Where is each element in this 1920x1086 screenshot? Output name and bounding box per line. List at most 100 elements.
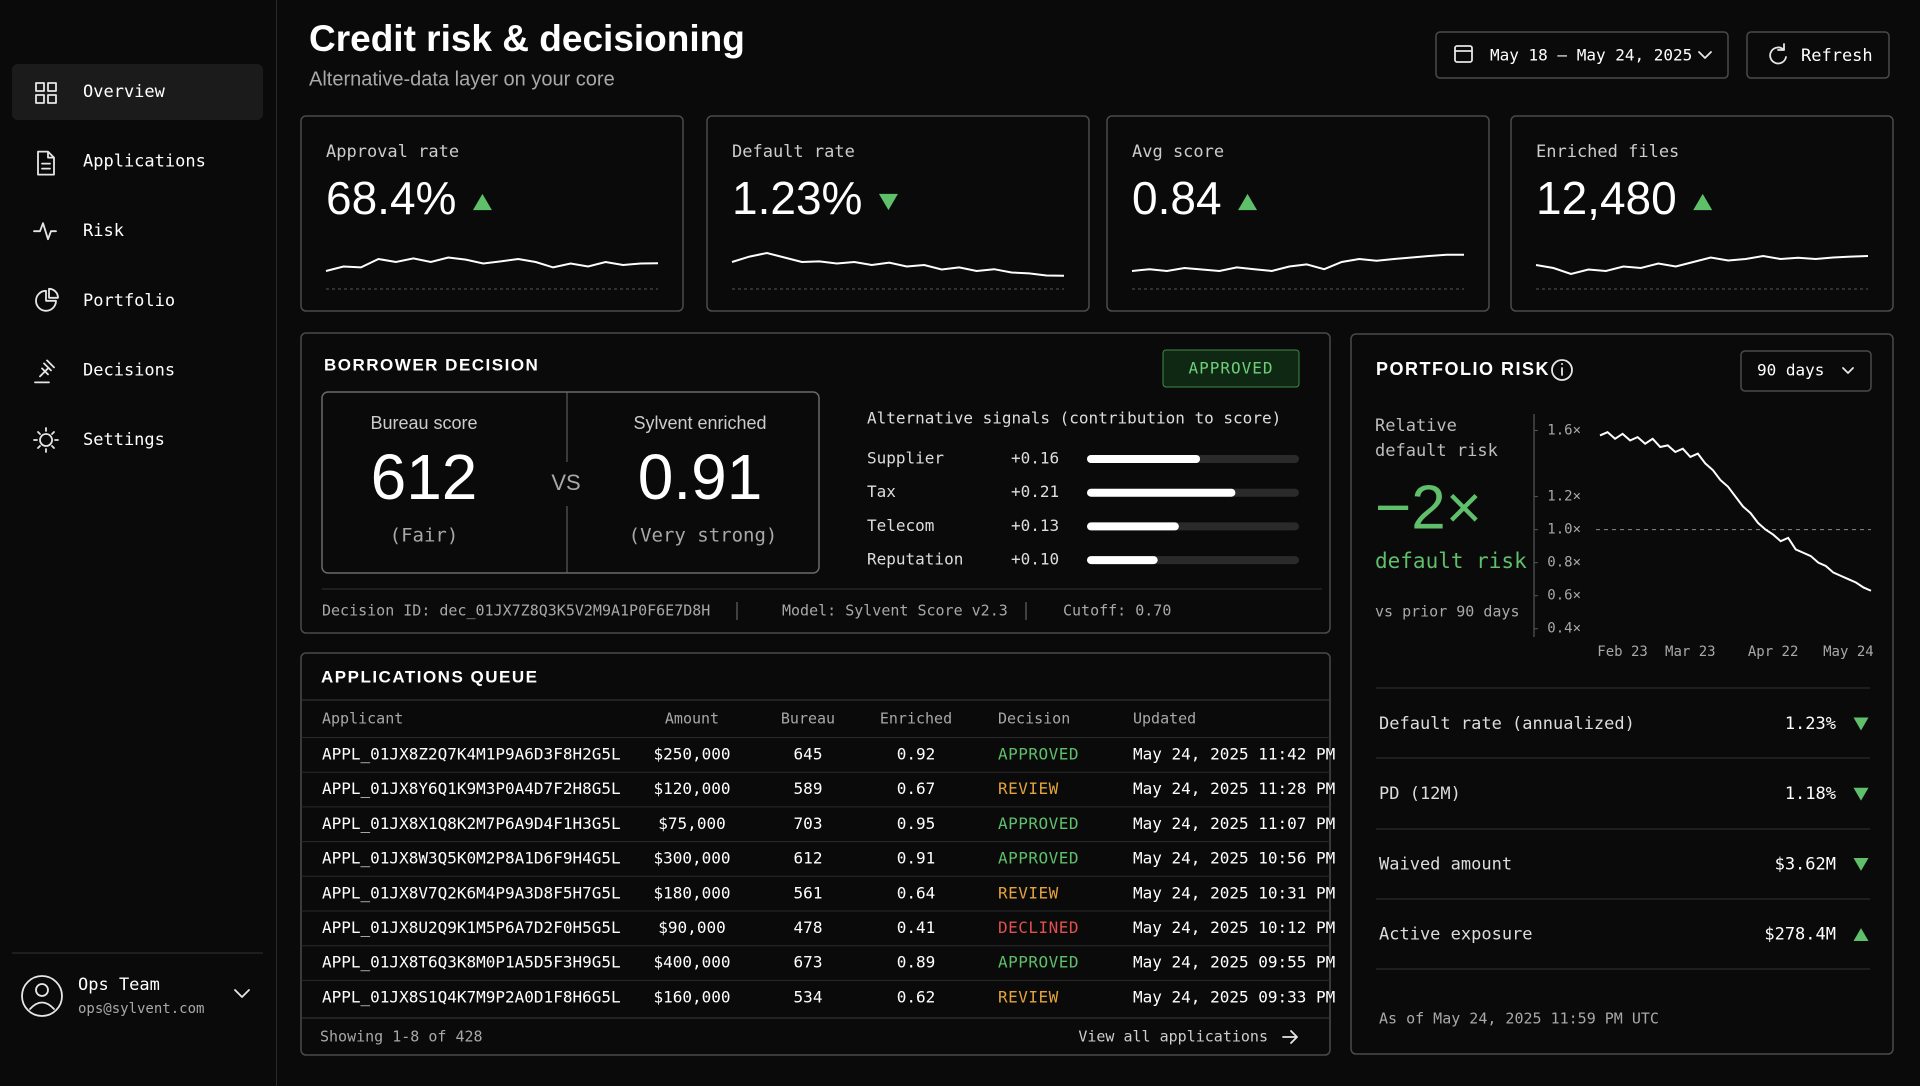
table-cell: $250,000 (653, 745, 730, 764)
refresh-icon (1769, 43, 1787, 65)
column-header: Bureau (781, 710, 835, 728)
kpi-label: Approval rate (326, 142, 459, 162)
table-cell: May 24, 2025 09:55 PM (1133, 953, 1335, 972)
view-all-link[interactable]: View all applications (1078, 1028, 1268, 1046)
signal-name: Supplier (867, 449, 944, 468)
x-tick-label: May 24 (1823, 644, 1874, 660)
signal-bar (1087, 522, 1179, 531)
score-box (321, 391, 820, 574)
table-cell: APPL_01JX8Z2Q7K4M1P9A6D3F8H2G5L (322, 745, 621, 764)
user-chevron[interactable] (234, 989, 250, 998)
x-tick-label: Feb 23 (1597, 644, 1648, 660)
nav-item[interactable]: Applications (83, 152, 206, 172)
column-header: Decision (998, 710, 1070, 728)
nav-icon (37, 150, 55, 176)
kpi-label: Avg score (1132, 142, 1224, 162)
metric-label: PD (12M) (1379, 784, 1461, 804)
kpi-label: Enriched files (1536, 142, 1679, 162)
table-cell: 0.95 (897, 814, 936, 833)
headline: −2× (1375, 473, 1482, 542)
score-value: 0.91 (638, 441, 763, 513)
score-value: 612 (371, 441, 478, 513)
metric-label: Waived amount (1379, 854, 1512, 874)
panel-title: APPLICATIONS QUEUE (321, 667, 538, 686)
nav-icon (35, 287, 59, 312)
table-cell: APPROVED (998, 814, 1079, 833)
y-tick-label: 1.0× (1547, 522, 1581, 538)
signal-value: +0.10 (1011, 550, 1059, 569)
nav-item[interactable]: Overview (83, 82, 166, 102)
info-icon-dot (1561, 363, 1563, 365)
decision-meta: Cutoff: 0.70 (1063, 602, 1171, 620)
signal-bar (1087, 488, 1236, 497)
trend-icon (1853, 857, 1869, 871)
table-cell: 0.91 (897, 849, 936, 868)
table-cell: 673 (794, 953, 823, 972)
table-cell: 0.41 (897, 918, 936, 937)
panel-title: BORROWER DECISION (324, 355, 539, 374)
info-icon[interactable] (1551, 359, 1573, 381)
user-name: Ops Team (78, 975, 160, 995)
avatar[interactable] (21, 975, 63, 1017)
y-tick-label: 1.6× (1547, 423, 1581, 439)
table-cell: 478 (794, 918, 823, 937)
nav-item[interactable]: Risk (83, 221, 124, 241)
comparison: vs prior 90 days (1375, 603, 1520, 621)
kpi-card (1510, 115, 1894, 312)
metric-label: Default rate (annualized) (1379, 714, 1635, 734)
y-tick-label: 1.2× (1547, 489, 1581, 505)
table-cell: 612 (794, 849, 823, 868)
table-cell: 0.64 (897, 883, 936, 902)
table-cell: 645 (794, 745, 823, 764)
arrow-icon[interactable] (1282, 1030, 1298, 1044)
nav-item[interactable]: Decisions (83, 360, 175, 380)
table-cell: $160,000 (653, 987, 730, 1006)
y-tick-label: 0.4× (1547, 621, 1581, 637)
table-cell: 703 (794, 814, 823, 833)
nav-item[interactable]: Portfolio (83, 291, 175, 311)
kpi-card (1106, 115, 1490, 312)
table-cell: May 24, 2025 09:33 PM (1133, 987, 1335, 1006)
column-header: Enriched (880, 710, 952, 728)
avatar-body (29, 1001, 55, 1010)
page-title: Credit risk & decisioning (309, 18, 745, 59)
nav-icon (33, 222, 57, 241)
table-cell: $180,000 (653, 883, 730, 902)
trend-icon (1853, 717, 1869, 731)
column-header: Updated (1133, 710, 1196, 728)
borrower-panel (300, 332, 1331, 634)
metric-label: Active exposure (1379, 925, 1533, 945)
period-select[interactable] (1740, 350, 1872, 392)
trend-icon (1693, 193, 1713, 211)
metric-value: 1.18% (1785, 784, 1836, 804)
avatar-head (35, 983, 49, 997)
score-label: Sylvent enriched (633, 413, 766, 433)
table-cell: $300,000 (653, 849, 730, 868)
signal-bar (1087, 455, 1201, 463)
table-cell: REVIEW (998, 987, 1059, 1006)
y-tick-label: 0.6× (1547, 588, 1581, 604)
table-cell: DECLINED (998, 918, 1079, 937)
user-email: ops@sylvent.com (78, 1001, 204, 1017)
panel-title: PORTFOLIO RISK (1376, 359, 1550, 379)
table-cell: APPROVED (998, 745, 1079, 764)
score-note: (Very strong) (629, 525, 778, 547)
table-cell: $400,000 (653, 953, 730, 972)
column-header: Amount (665, 710, 719, 728)
metric-value: 1.23% (1785, 714, 1836, 734)
x-tick-label: Mar 23 (1665, 644, 1716, 660)
table-cell: 589 (794, 779, 823, 798)
signal-value: +0.13 (1011, 516, 1059, 535)
nav-item[interactable]: Settings (83, 430, 165, 450)
trend-icon (472, 193, 492, 211)
table-cell: 0.89 (897, 953, 936, 972)
refresh-button[interactable] (1746, 31, 1890, 79)
date-picker[interactable] (1435, 31, 1729, 79)
nav-icon (35, 82, 57, 104)
metric-value: $278.4M (1764, 925, 1836, 945)
column-header: Applicant (322, 710, 403, 728)
refresh-label: Refresh (1801, 46, 1873, 66)
vs-label: VS (551, 470, 580, 495)
table-cell: 0.62 (897, 987, 936, 1006)
nav-icon (34, 359, 55, 384)
